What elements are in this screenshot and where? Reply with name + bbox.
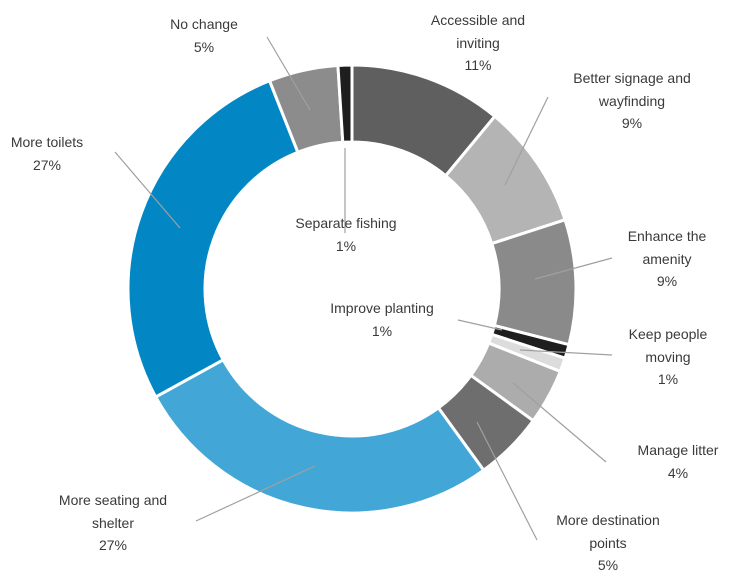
- data-label: Manage litter 4%: [618, 439, 736, 484]
- category-label: Improve planting: [330, 300, 434, 316]
- category-label: Manage litter: [637, 442, 719, 458]
- value-label: 11%: [464, 57, 492, 73]
- data-label: More toilets 27%: [0, 131, 97, 176]
- value-label: 27%: [32, 156, 62, 173]
- category-label: Accessible and inviting: [430, 12, 526, 51]
- data-label: No change 5%: [154, 13, 254, 58]
- data-label: Separate fishing 1%: [271, 212, 421, 257]
- category-label: More toilets: [10, 134, 84, 150]
- data-label: Better signage and wayfinding 9%: [552, 67, 712, 135]
- value-label: 9%: [621, 115, 643, 131]
- value-label: 9%: [656, 273, 678, 289]
- category-label: Separate fishing: [295, 215, 397, 231]
- donut-segment: [489, 217, 578, 347]
- value-label: 1%: [335, 237, 357, 254]
- category-label: More seating and shelter: [58, 492, 168, 531]
- donut-segment: [126, 78, 300, 399]
- data-label: More destination points 5%: [543, 509, 673, 572]
- leader-line: [457, 319, 503, 331]
- leader-line: [504, 96, 549, 186]
- leader-line: [519, 349, 613, 356]
- donut-segment: [153, 357, 486, 515]
- leader-line: [534, 257, 613, 280]
- category-label: No change: [170, 16, 238, 32]
- leader-line: [114, 151, 181, 229]
- category-label: Keep people moving: [628, 326, 708, 365]
- value-label: 5%: [193, 38, 215, 55]
- data-label: Keep people moving 1%: [618, 323, 718, 391]
- donut-segment: [336, 63, 354, 144]
- data-label: Accessible and inviting 11%: [413, 9, 543, 77]
- category-label: More destination points: [556, 512, 660, 551]
- value-label: 1%: [371, 322, 393, 339]
- category-label: Enhance the amenity: [627, 228, 707, 267]
- leader-line: [195, 465, 316, 522]
- data-label: More seating and shelter 27%: [43, 489, 183, 557]
- value-label: 5%: [597, 557, 619, 572]
- value-label: 1%: [657, 371, 679, 387]
- leader-line: [512, 382, 607, 463]
- data-label: Enhance the amenity 9%: [617, 225, 717, 293]
- leader-line: [266, 36, 311, 111]
- value-label: 27%: [98, 537, 128, 553]
- value-label: 4%: [667, 464, 689, 481]
- category-label: Better signage and wayfinding: [573, 70, 691, 109]
- data-label: Improve planting 1%: [297, 297, 467, 342]
- leader-line: [476, 421, 538, 541]
